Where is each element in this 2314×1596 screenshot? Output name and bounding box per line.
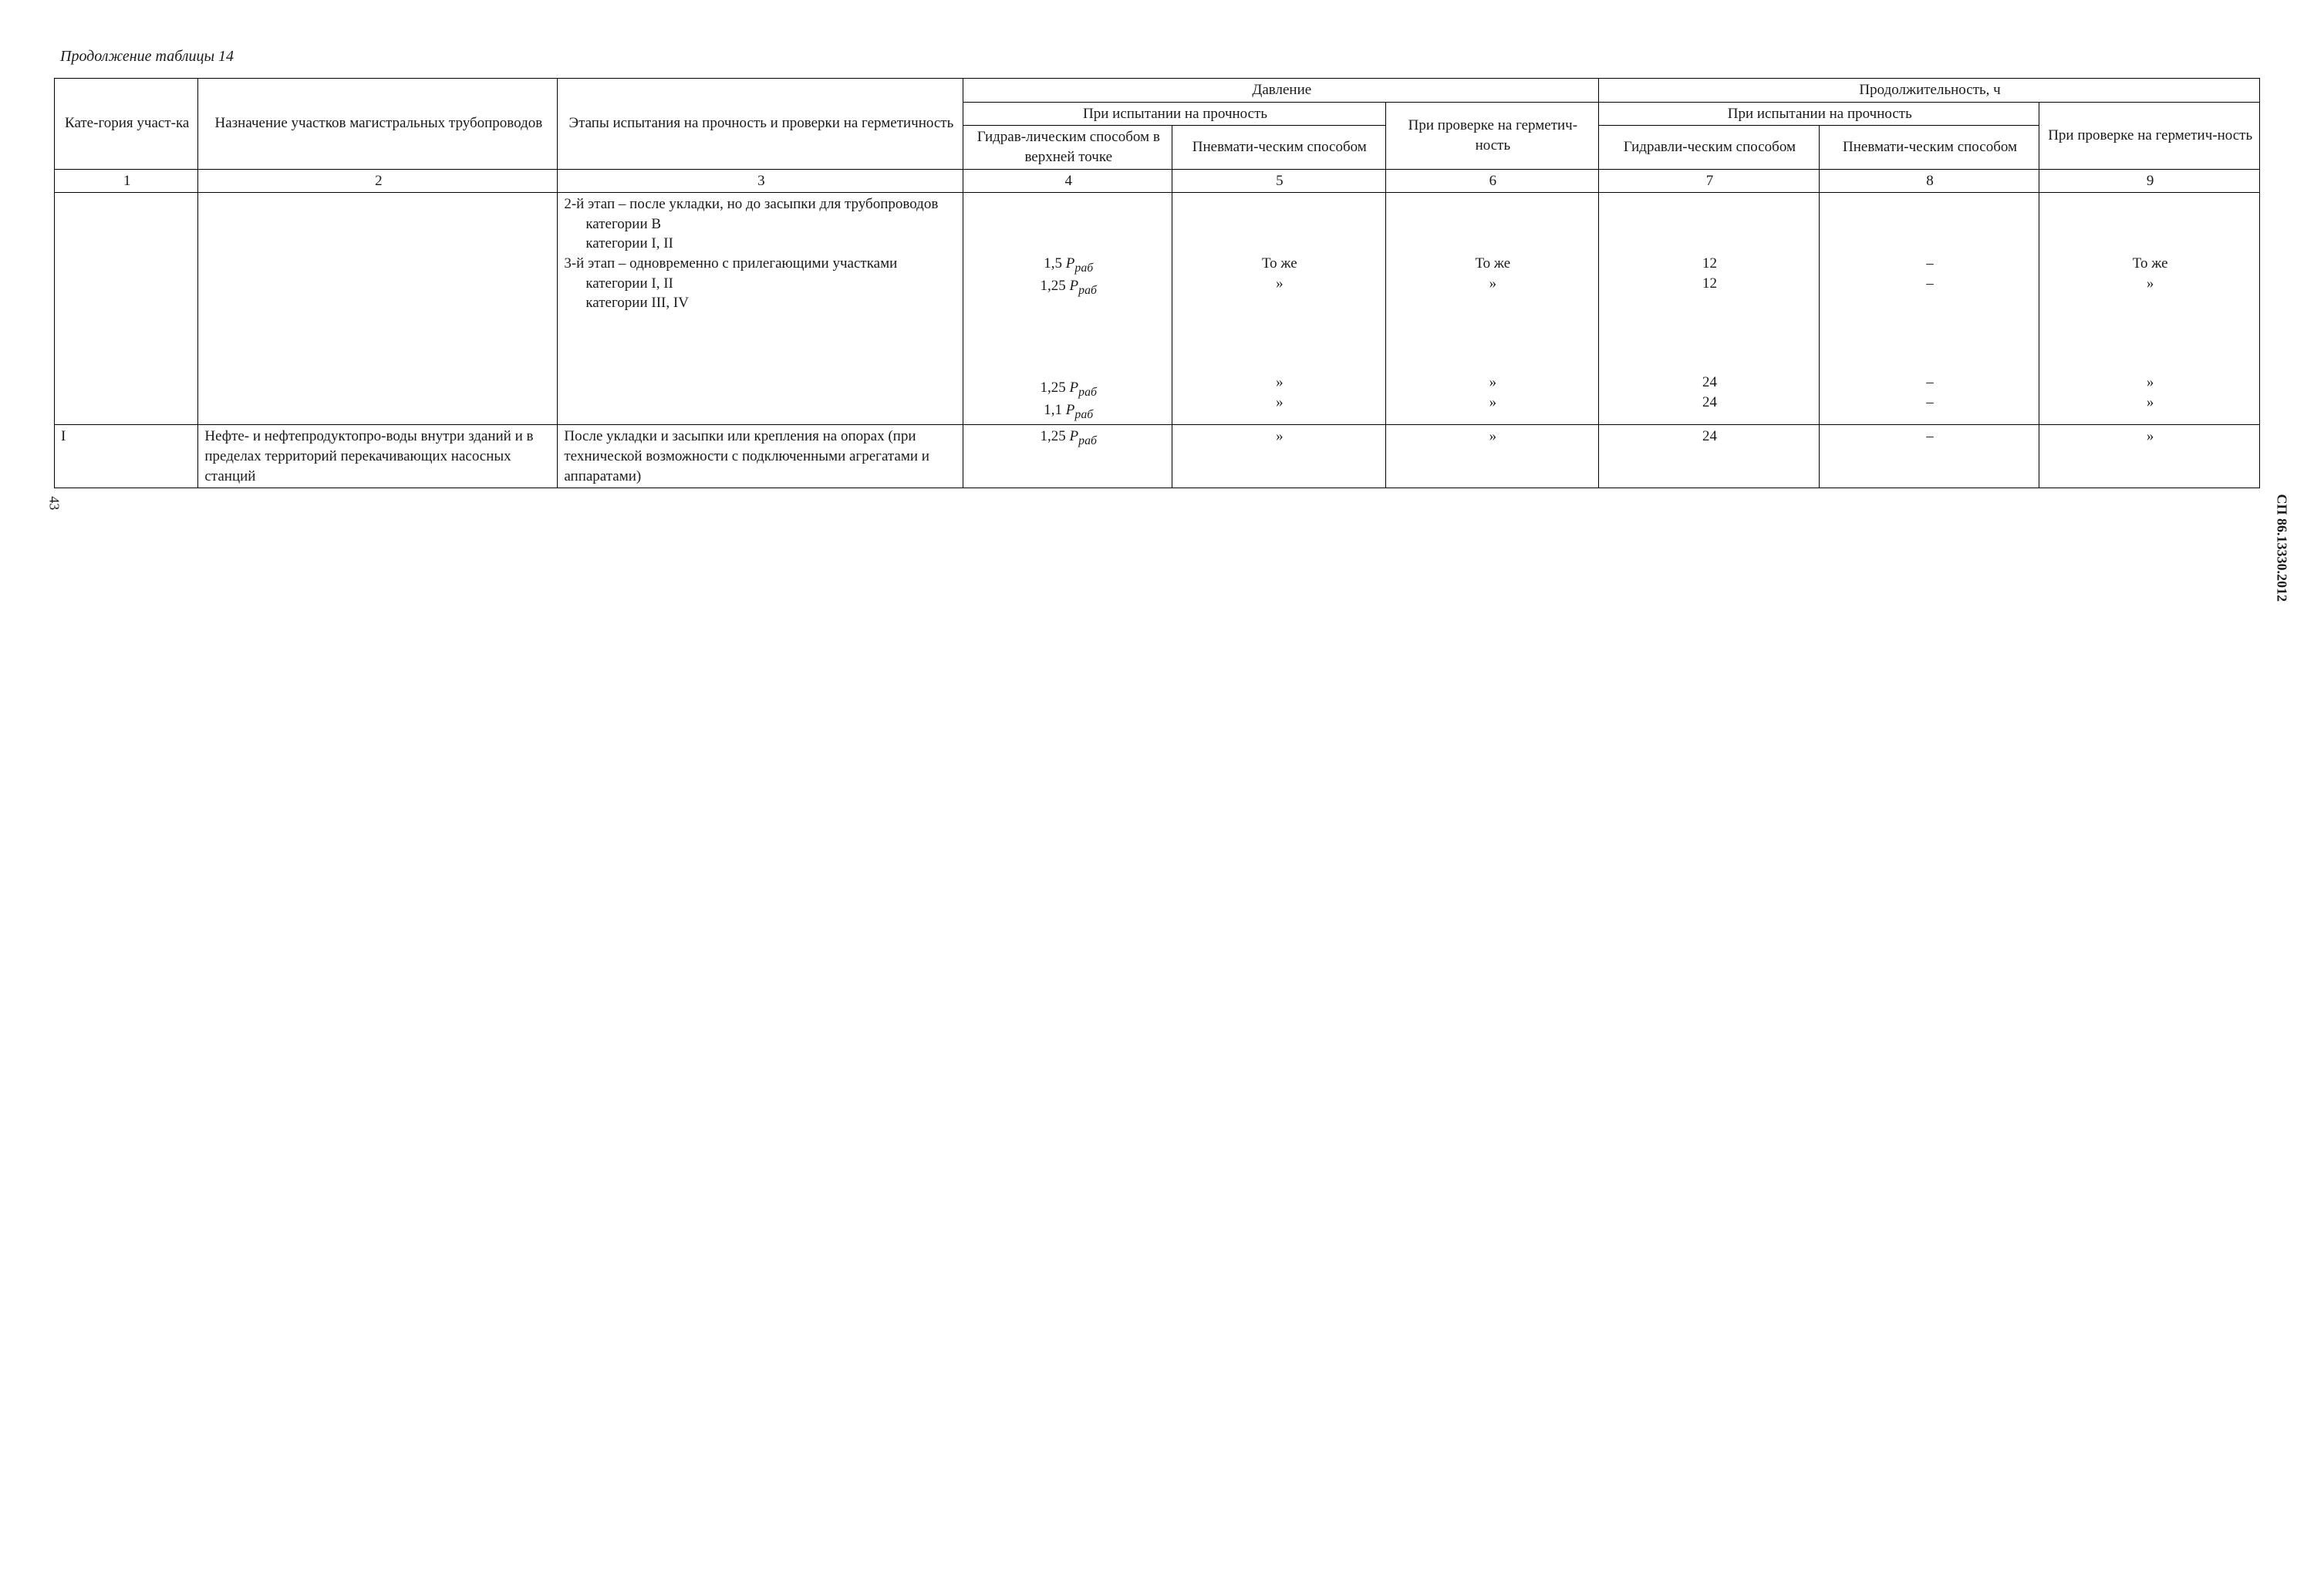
colnum-1: 1: [55, 169, 198, 193]
header-pressure-group: Давление: [963, 79, 1599, 103]
colnum-9: 9: [2039, 169, 2260, 193]
header-pneumatic-1: Пневмати-ческим способом: [1172, 126, 1386, 169]
column-number-row: 1 2 3 4 5 6 7 8 9: [55, 169, 2260, 193]
cell-pressure-pneumatic: То же » » »: [1172, 193, 1386, 425]
cell-duration-tightness: То же » » »: [2039, 193, 2260, 425]
cell-p-hydraulic-I: 1,25 Pраб: [963, 425, 1172, 488]
cell-stage-I: После укладки и засыпки или крепления на…: [558, 425, 963, 488]
header-hydraulic: Гидравли-ческим способом: [1599, 126, 1820, 169]
colnum-4: 4: [963, 169, 1172, 193]
cell-d-hydraulic-I: 24: [1599, 425, 1820, 488]
header-duration-tightness: При проверке на герметич-ность: [2039, 102, 2260, 169]
table-row: 2-й этап – после укладки, но до засыпки …: [55, 193, 2260, 425]
stage3-catIII-IV: категории III, IV: [564, 293, 958, 313]
cell-p-tightness-I: »: [1385, 425, 1599, 488]
header-duration-strength: При испытании на прочность: [1599, 102, 2039, 126]
cell-d-pneumatic-I: –: [1819, 425, 2039, 488]
header-pressure-strength: При испытании на прочность: [963, 102, 1385, 126]
cell-purpose-empty: [198, 193, 558, 425]
stage2-label: 2-й этап – после укладки, но до засыпки …: [564, 194, 958, 214]
table-continuation-caption: Продолжение таблицы 14: [60, 46, 2260, 67]
table-row: I Нефте- и нефтепродуктопро-воды внутри …: [55, 425, 2260, 488]
colnum-8: 8: [1819, 169, 2039, 193]
stage2-catI-II: категории I, II: [564, 234, 958, 254]
header-pneumatic-2: Пневмати-ческим способом: [1819, 126, 2039, 169]
document-id-sidebar: СП 86.13330.2012: [2272, 494, 2291, 602]
page-number: 43: [45, 496, 63, 510]
stage3-catI-II: категории I, II: [564, 274, 958, 294]
cell-pressure-hydraulic: 1,5 Pраб 1,25 Pраб 1,25 Pраб 1,1 Pраб: [963, 193, 1172, 425]
cell-stages-block: 2-й этап – после укладки, но до засыпки …: [558, 193, 963, 425]
colnum-6: 6: [1385, 169, 1599, 193]
colnum-2: 2: [198, 169, 558, 193]
header-category: Кате-гория участ-ка: [55, 79, 198, 170]
header-pressure-tightness: При проверке на герметич-ность: [1385, 102, 1599, 169]
cell-p-pneumatic-I: »: [1172, 425, 1386, 488]
header-duration-group: Продолжительность, ч: [1599, 79, 2260, 103]
colnum-3: 3: [558, 169, 963, 193]
cell-category-I: I: [55, 425, 198, 488]
colnum-5: 5: [1172, 169, 1386, 193]
header-stages: Этапы испытания на прочность и проверки …: [558, 79, 963, 170]
cell-duration-pneumatic: – – – –: [1819, 193, 2039, 425]
header-hydraulic-upper: Гидрав-лическим способом в верхней точке: [963, 126, 1172, 169]
table-14-continued: Кате-гория участ-ка Назначение участков …: [54, 78, 2260, 488]
cell-duration-hydraulic: 12 12 24 24: [1599, 193, 1820, 425]
header-purpose: Назначение участков магистральных трубоп…: [198, 79, 558, 170]
colnum-7: 7: [1599, 169, 1820, 193]
stage3-label: 3-й этап – одновременно с прилегающими у…: [564, 254, 958, 274]
cell-category-empty: [55, 193, 198, 425]
stage2-catB: категории В: [564, 214, 958, 235]
cell-pressure-tightness: То же » » »: [1385, 193, 1599, 425]
cell-purpose-I: Нефте- и нефтепродуктопро-воды внутри зд…: [198, 425, 558, 488]
cell-d-tightness-I: »: [2039, 425, 2260, 488]
